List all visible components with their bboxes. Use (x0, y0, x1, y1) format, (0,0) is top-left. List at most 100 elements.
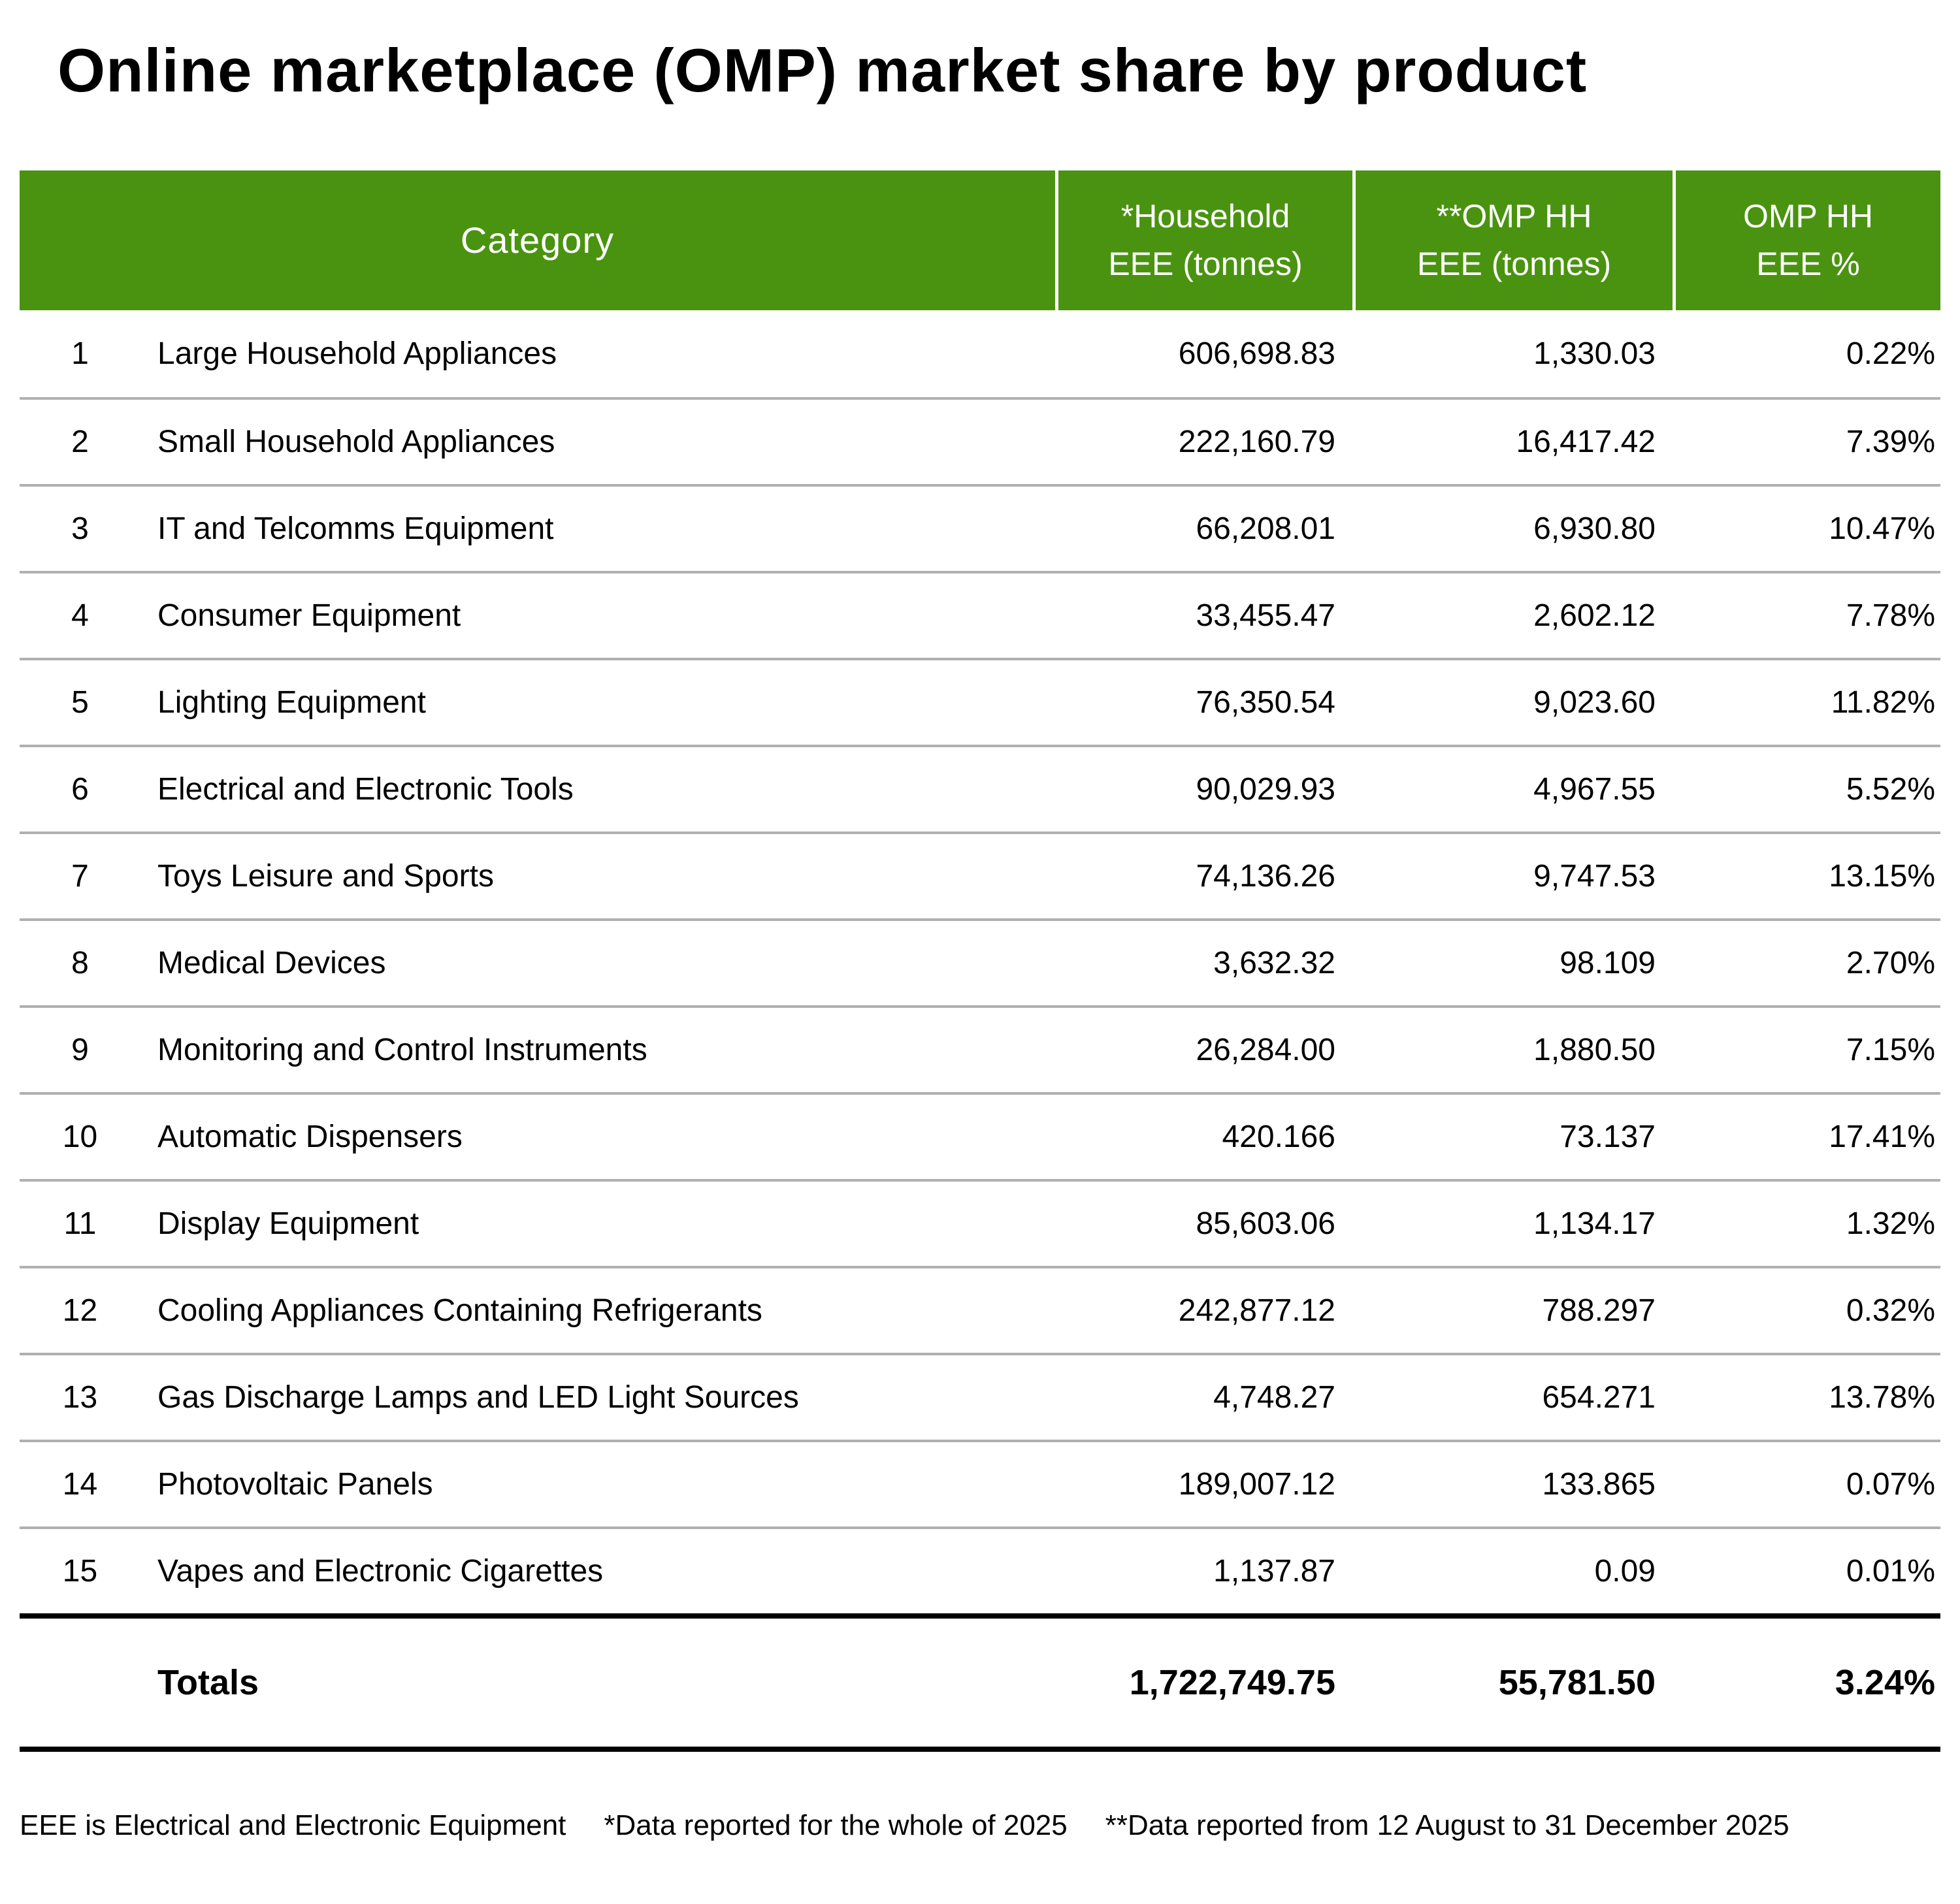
table-row: 5 Lighting Equipment 76,350.54 9,023.60 … (20, 657, 1940, 745)
omp-hh-pct-cell: 13.15% (1829, 858, 1935, 894)
omp-hh-eee-cell: 2,602.12 (1533, 598, 1656, 633)
totals-omp-hh-eee: 55,781.50 (1498, 1662, 1656, 1702)
omp-hh-pct-cell: 5.52% (1846, 771, 1935, 807)
table-row: 9 Monitoring and Control Instruments 26,… (20, 1005, 1940, 1092)
omp-hh-pct-cell: 13.78% (1829, 1380, 1935, 1415)
table-row: 14 Photovoltaic Panels 189,007.12 133.86… (20, 1439, 1940, 1526)
footnote: EEE is Electrical and Electronic Equipme… (20, 1809, 1940, 1842)
row-number: 3 (71, 511, 89, 546)
footnote-whole-2025: *Data reported for the whole of 2025 (604, 1809, 1068, 1841)
table-body: 1 Large Household Appliances 606,698.83 … (20, 310, 1940, 1613)
omp-hh-pct-cell: 7.15% (1846, 1032, 1935, 1067)
category-cell: IT and Telcomms Equipment (157, 511, 554, 546)
table-row: 6 Electrical and Electronic Tools 90,029… (20, 744, 1940, 831)
header-omp-hh-pct: OMP HH EEE % (1673, 170, 1940, 310)
omp-hh-eee-cell: 4,967.55 (1533, 771, 1656, 807)
header-omp-hh-eee: **OMP HH EEE (tonnes) (1352, 170, 1673, 310)
table-row: 8 Medical Devices 3,632.32 98.109 2.70% (20, 918, 1940, 1005)
page-title: Online marketplace (OMP) market share by… (57, 36, 1588, 105)
table-row: 3 IT and Telcomms Equipment 66,208.01 6,… (20, 483, 1940, 571)
household-eee-cell: 189,007.12 (1178, 1466, 1335, 1502)
household-eee-cell: 4,748.27 (1213, 1380, 1335, 1415)
row-number: 7 (71, 858, 89, 894)
totals-omp-hh-pct: 3.24% (1835, 1662, 1935, 1702)
category-cell: Photovoltaic Panels (157, 1466, 433, 1502)
omp-hh-pct-cell: 0.22% (1846, 336, 1935, 371)
household-eee-cell: 222,160.79 (1178, 424, 1335, 459)
category-cell: Consumer Equipment (157, 598, 461, 633)
household-eee-cell: 66,208.01 (1196, 511, 1335, 546)
row-number: 2 (71, 424, 89, 459)
row-number: 15 (62, 1553, 98, 1589)
omp-hh-eee-cell: 654.271 (1542, 1380, 1656, 1415)
household-eee-cell: 606,698.83 (1178, 336, 1335, 371)
row-number: 4 (71, 598, 89, 633)
omp-hh-pct-cell: 10.47% (1829, 511, 1935, 546)
category-cell: Toys Leisure and Sports (157, 858, 494, 894)
totals-row: Totals 1,722,749.75 55,781.50 3.24% (20, 1613, 1940, 1752)
omp-hh-pct-cell: 0.07% (1846, 1466, 1935, 1502)
category-cell: Large Household Appliances (157, 336, 557, 371)
row-number: 12 (62, 1293, 98, 1328)
omp-hh-pct-cell: 1.32% (1846, 1206, 1935, 1241)
omp-hh-pct-cell: 7.39% (1846, 424, 1935, 459)
omp-hh-pct-cell: 7.78% (1846, 598, 1935, 633)
omp-hh-eee-cell: 9,023.60 (1533, 685, 1656, 720)
category-cell: Medical Devices (157, 945, 386, 980)
category-cell: Automatic Dispensers (157, 1119, 463, 1154)
header-omp-hh-pct-line2: EEE % (1756, 245, 1860, 282)
omp-hh-pct-cell: 0.32% (1846, 1293, 1935, 1328)
header-omp-hh-eee-line1: **OMP HH (1436, 198, 1592, 235)
header-omp-hh-eee-line2: EEE (tonnes) (1416, 245, 1612, 282)
row-number: 1 (71, 336, 89, 371)
household-eee-cell: 33,455.47 (1196, 598, 1335, 633)
omp-hh-eee-cell: 6,930.80 (1533, 511, 1656, 546)
omp-market-share-table: Category *Household EEE (tonnes) **OMP H… (20, 170, 1940, 1752)
table-row: 12 Cooling Appliances Containing Refrige… (20, 1265, 1940, 1353)
row-number: 10 (62, 1119, 98, 1154)
page: Online marketplace (OMP) market share by… (0, 34, 1960, 1904)
omp-hh-eee-cell: 1,330.03 (1533, 336, 1656, 371)
household-eee-cell: 1,137.87 (1213, 1553, 1335, 1589)
category-cell: Monitoring and Control Instruments (157, 1032, 647, 1067)
omp-hh-eee-cell: 16,417.42 (1516, 424, 1656, 459)
household-eee-cell: 3,632.32 (1213, 945, 1335, 980)
header-household-eee: *Household EEE (tonnes) (1055, 170, 1352, 310)
table-row: 15 Vapes and Electronic Cigarettes 1,137… (20, 1526, 1940, 1613)
household-eee-cell: 242,877.12 (1178, 1293, 1335, 1328)
row-number: 5 (71, 685, 89, 720)
category-cell: Cooling Appliances Containing Refrigeran… (157, 1293, 762, 1328)
table-row: 10 Automatic Dispensers 420.166 73.137 1… (20, 1091, 1940, 1179)
row-number: 13 (62, 1380, 98, 1415)
row-number: 11 (63, 1206, 97, 1241)
category-cell: Display Equipment (157, 1206, 419, 1241)
table-row: 7 Toys Leisure and Sports 74,136.26 9,74… (20, 831, 1940, 918)
category-cell: Gas Discharge Lamps and LED Light Source… (157, 1380, 799, 1415)
category-cell: Vapes and Electronic Cigarettes (157, 1553, 604, 1589)
category-cell: Electrical and Electronic Tools (157, 771, 574, 807)
household-eee-cell: 420.166 (1222, 1119, 1335, 1154)
row-number: 8 (71, 945, 89, 980)
table-header-row: Category *Household EEE (tonnes) **OMP H… (20, 170, 1940, 310)
omp-hh-eee-cell: 788.297 (1542, 1293, 1656, 1328)
row-number: 14 (62, 1466, 98, 1502)
category-cell: Small Household Appliances (157, 424, 555, 459)
omp-hh-pct-cell: 0.01% (1846, 1553, 1935, 1589)
omp-hh-eee-cell: 0.09 (1594, 1553, 1656, 1589)
omp-hh-pct-cell: 2.70% (1846, 945, 1935, 980)
table-row: 4 Consumer Equipment 33,455.47 2,602.12 … (20, 570, 1940, 658)
table-row: 13 Gas Discharge Lamps and LED Light Sou… (20, 1352, 1940, 1440)
omp-hh-eee-cell: 133.865 (1542, 1466, 1656, 1502)
omp-hh-eee-cell: 1,134.17 (1533, 1206, 1656, 1241)
header-household-eee-line2: EEE (tonnes) (1108, 245, 1303, 282)
header-household-eee-line1: *Household (1120, 198, 1290, 235)
table-row: 2 Small Household Appliances 222,160.79 … (20, 396, 1940, 484)
table-row: 1 Large Household Appliances 606,698.83 … (20, 310, 1940, 397)
footnote-eee-definition: EEE is Electrical and Electronic Equipme… (20, 1809, 566, 1841)
totals-label: Totals (157, 1662, 259, 1702)
header-category-label: Category (460, 219, 615, 261)
row-number: 6 (71, 771, 89, 807)
header-omp-hh-pct-line1: OMP HH (1742, 198, 1874, 235)
household-eee-cell: 74,136.26 (1196, 858, 1335, 894)
row-number: 9 (71, 1032, 89, 1067)
